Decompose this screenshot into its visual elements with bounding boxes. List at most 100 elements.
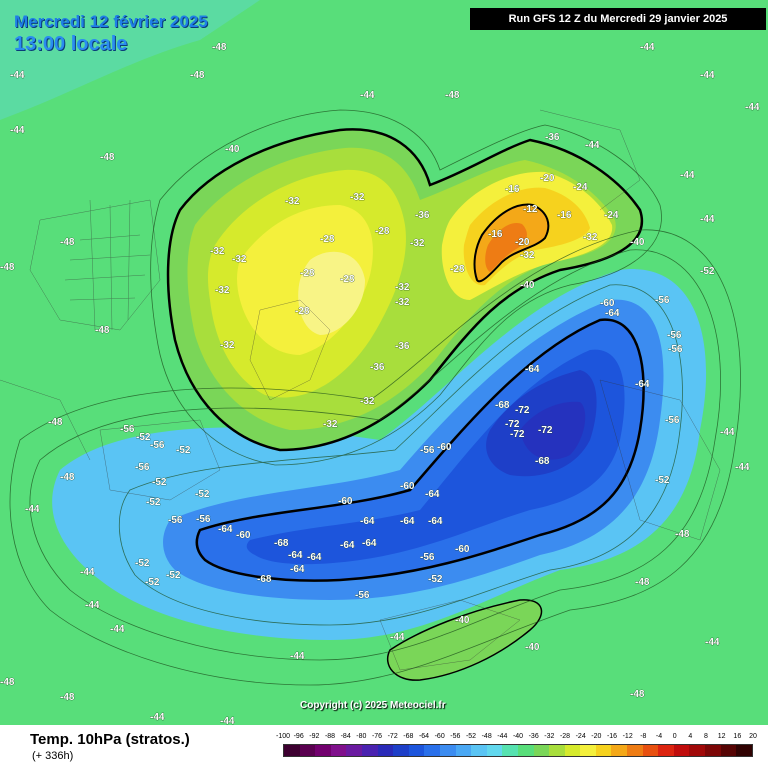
color-scale-label: 0	[672, 733, 677, 740]
forecast-local-time: 13:00 locale	[14, 33, 128, 55]
isotherm-label: -64	[425, 489, 440, 500]
color-scale-label: -32	[544, 733, 555, 740]
isotherm-label: -56	[150, 440, 165, 451]
isotherm-label: -32	[360, 396, 375, 407]
isotherm-label: -64	[307, 552, 322, 563]
isotherm-label: -44	[680, 170, 695, 181]
color-scale-swatch	[642, 745, 659, 756]
isotherm-label: -72	[538, 425, 553, 436]
isotherm-label: -64	[605, 308, 620, 319]
isotherm-label: -28	[320, 234, 335, 245]
warm-patch-contour	[387, 599, 543, 681]
color-scale-swatch	[517, 745, 534, 756]
lead-time: (+ 336h)	[32, 750, 74, 762]
isotherm-label: -56	[665, 415, 680, 426]
isotherm-label: -60	[400, 481, 415, 492]
color-scale-swatch	[330, 745, 347, 756]
isotherm-label: -32	[232, 254, 247, 265]
isotherm-label: -56	[655, 295, 670, 306]
isotherm-label: -44	[220, 716, 235, 725]
isotherm-label: -32	[285, 196, 300, 207]
isotherm-label: -44	[735, 462, 750, 473]
isotherm-label: -64	[218, 524, 233, 535]
isotherm-label: -64	[400, 516, 415, 527]
isotherm-label: -48	[0, 262, 15, 273]
isotherm-label: -32	[210, 246, 225, 257]
color-scale-label: -80	[356, 733, 367, 740]
temperature-map: -48 -48 -44 -48 -44 -48 -44 -48 -48 -40 …	[0, 0, 768, 725]
isotherm-label: -32	[395, 282, 410, 293]
isotherm-label: -64	[290, 564, 305, 575]
isotherm-label: -36	[370, 362, 385, 373]
isotherm-label: -24	[604, 210, 619, 221]
isotherm-label: -52	[700, 266, 715, 277]
isotherm-label: -28	[375, 226, 390, 237]
isotherm-label: -36	[415, 210, 430, 221]
color-scale-label: 16	[733, 733, 742, 740]
color-scale-swatch	[736, 745, 752, 756]
isotherm-label: -60	[600, 298, 615, 309]
isotherm-label: -56	[196, 514, 211, 525]
cold-vortex-contour	[195, 318, 645, 582]
color-scale-label: -60	[434, 733, 445, 740]
isotherm-label: -68	[495, 400, 510, 411]
forecast-date: Mercredi 12 février 2025	[14, 12, 208, 31]
isotherm-label: -56	[355, 590, 370, 601]
isotherm-label: -24	[573, 182, 588, 193]
isotherm-label: -44	[10, 125, 25, 136]
color-scale-label: -24	[575, 733, 586, 740]
isotherm-label: -40	[630, 237, 645, 248]
isotherm-label: -40	[455, 615, 470, 626]
color-scale-swatch	[580, 745, 596, 756]
color-scale-label: -88	[324, 733, 336, 740]
isotherm-label: -32	[395, 297, 410, 308]
isotherm-label: -52	[152, 477, 167, 488]
isotherm-label: -60	[455, 544, 470, 555]
isotherm-label: -64	[340, 540, 355, 551]
color-scale-swatch	[346, 745, 362, 756]
color-scale-swatch	[377, 745, 394, 756]
warm-lobe-contour	[473, 203, 550, 283]
isotherm-label: -44	[25, 504, 40, 515]
isotherm-label: -52	[135, 558, 150, 569]
color-scale-swatch	[627, 745, 643, 756]
isotherm-label: -52	[146, 497, 161, 508]
color-scale-swatch	[361, 745, 378, 756]
isotherm-label: -60	[338, 496, 353, 507]
color-scale-swatch	[284, 745, 300, 756]
isotherm-label: -64	[428, 516, 443, 527]
color-scale-swatch	[549, 745, 565, 756]
color-scale-swatch	[689, 745, 706, 756]
color-scale-swatch	[533, 745, 550, 756]
color-scale-swatch	[595, 745, 612, 756]
color-scale-swatch	[611, 745, 628, 756]
color-scale-label: -52	[465, 733, 477, 740]
color-scale-label: -48	[481, 733, 492, 740]
run-info-box: Run GFS 12 Z du Mercredi 29 janvier 2025	[470, 8, 766, 30]
isotherm-label: -52	[655, 475, 670, 486]
copyright-notice: Copyright (c) 2025 Meteociel.fr	[300, 700, 446, 711]
isotherm-label: -40	[525, 642, 540, 653]
isotherm-label: -72	[505, 419, 520, 430]
isotherm-label: -44	[85, 600, 100, 611]
field-title: Temp. 10hPa (stratos.)	[30, 731, 190, 748]
isotherm-label: -68	[535, 456, 550, 467]
cool-patch	[0, 0, 260, 120]
isotherm-label: -44	[700, 214, 715, 225]
isotherm-label: -52	[428, 574, 443, 585]
isotherm-label: -64	[288, 550, 303, 561]
isotherm-label: -64	[525, 364, 540, 375]
isotherm-label: -52	[136, 432, 151, 443]
color-scale-swatch	[673, 745, 690, 756]
isotherm-label: -44	[705, 637, 720, 648]
isotherm-label: -44	[390, 632, 405, 643]
color-scale-label: 12	[717, 733, 726, 740]
isotherm-label: -44	[150, 712, 165, 723]
isotherm-label: -16	[557, 210, 572, 221]
isotherm-label: -44	[640, 42, 655, 53]
color-scale-swatch	[658, 745, 674, 756]
isotherm-label: -52	[195, 489, 210, 500]
isotherm-label: -52	[145, 577, 160, 588]
isotherm-label: -44	[720, 427, 735, 438]
isotherm-label: -28	[340, 274, 355, 285]
